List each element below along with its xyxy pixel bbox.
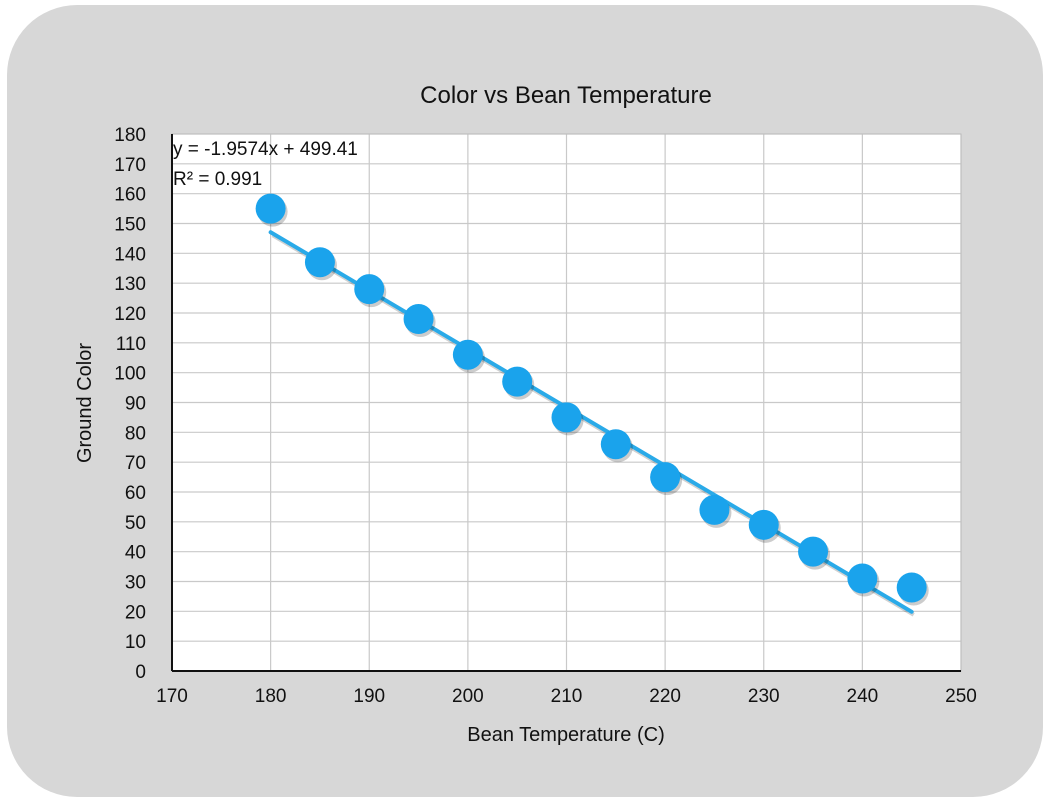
y-tick-label: 90 bbox=[125, 394, 146, 415]
x-tick-label: 220 bbox=[649, 686, 681, 707]
y-tick-label: 140 bbox=[114, 244, 146, 265]
data-points bbox=[255, 193, 929, 606]
y-tick-label: 150 bbox=[114, 215, 146, 236]
y-tick-label: 170 bbox=[114, 155, 146, 176]
data-point bbox=[896, 572, 927, 603]
data-point bbox=[650, 462, 681, 493]
axes bbox=[171, 134, 961, 672]
x-tick-label: 240 bbox=[847, 686, 879, 707]
y-tick-label: 0 bbox=[135, 662, 146, 683]
y-tick-label: 160 bbox=[114, 185, 146, 206]
trendline-r2: R² = 0.991 bbox=[173, 169, 262, 190]
data-point bbox=[403, 303, 434, 334]
data-point bbox=[452, 339, 483, 370]
data-point bbox=[502, 366, 533, 397]
x-tick-label: 230 bbox=[748, 686, 780, 707]
data-point bbox=[600, 429, 631, 460]
x-tick-label: 200 bbox=[452, 686, 484, 707]
data-point bbox=[847, 563, 878, 594]
y-tick-label: 50 bbox=[125, 513, 146, 534]
y-tick-label: 100 bbox=[114, 364, 146, 385]
y-tick-label: 130 bbox=[114, 274, 146, 295]
x-tick-labels: 170 180 190 200 210 220 230 240 250 bbox=[156, 686, 977, 707]
data-point bbox=[551, 402, 582, 433]
chart-title: Color vs Bean Temperature bbox=[420, 82, 712, 109]
y-tick-label: 110 bbox=[116, 334, 146, 355]
data-point bbox=[798, 536, 829, 567]
x-axis-title: Bean Temperature (C) bbox=[467, 724, 665, 746]
y-tick-label: 70 bbox=[125, 453, 146, 474]
y-tick-label: 10 bbox=[125, 632, 146, 653]
trendline-equation: y = -1.9574x + 499.41 bbox=[173, 139, 358, 160]
x-tick-label: 250 bbox=[945, 686, 977, 707]
data-point bbox=[748, 509, 779, 540]
y-tick-label: 30 bbox=[125, 573, 146, 594]
x-tick-label: 190 bbox=[353, 686, 385, 707]
x-tick-label: 210 bbox=[551, 686, 583, 707]
x-tick-label: 170 bbox=[156, 686, 188, 707]
y-tick-label: 180 bbox=[114, 125, 146, 146]
y-tick-label: 120 bbox=[114, 304, 146, 325]
x-tick-label: 180 bbox=[255, 686, 287, 707]
data-point bbox=[304, 247, 335, 278]
y-axis-title: Ground Color bbox=[74, 343, 96, 463]
y-tick-label: 40 bbox=[125, 543, 146, 564]
data-point bbox=[354, 274, 385, 305]
y-tick-label: 60 bbox=[125, 483, 146, 504]
data-point bbox=[255, 193, 286, 224]
y-tick-label: 20 bbox=[125, 602, 146, 623]
data-point bbox=[699, 494, 730, 525]
y-tick-labels: 0 10 20 30 40 50 60 70 80 90 100 110 120 130 140 150 160… bbox=[114, 125, 146, 683]
y-tick-label: 80 bbox=[125, 423, 146, 444]
